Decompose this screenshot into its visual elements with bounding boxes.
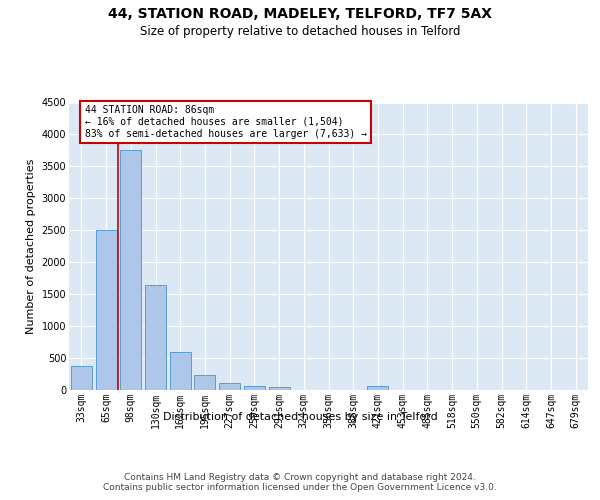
Text: Distribution of detached houses by size in Telford: Distribution of detached houses by size … [163,412,437,422]
Bar [244,386,265,390]
Bar [95,230,116,390]
Bar [170,352,191,390]
Y-axis label: Number of detached properties: Number of detached properties [26,158,36,334]
Text: 44, STATION ROAD, MADELEY, TELFORD, TF7 5AX: 44, STATION ROAD, MADELEY, TELFORD, TF7 … [108,8,492,22]
Text: Size of property relative to detached houses in Telford: Size of property relative to detached ho… [140,25,460,38]
Bar [71,366,92,390]
Text: 44 STATION ROAD: 86sqm
← 16% of detached houses are smaller (1,504)
83% of semi-: 44 STATION ROAD: 86sqm ← 16% of detached… [85,106,367,138]
Bar [269,388,290,390]
Bar [145,285,166,390]
Bar [194,376,215,390]
Bar [120,150,141,390]
Text: Contains HM Land Registry data © Crown copyright and database right 2024.
Contai: Contains HM Land Registry data © Crown c… [103,472,497,492]
Bar [219,384,240,390]
Bar [367,386,388,390]
